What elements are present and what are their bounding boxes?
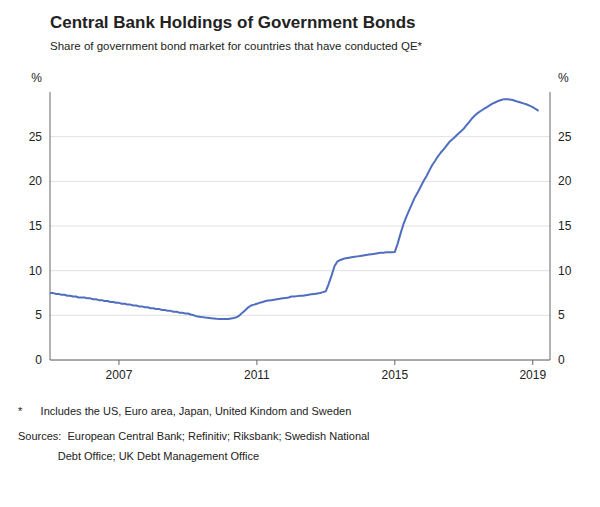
x-tick (532, 360, 533, 365)
footnote: Debt Office; UK Debt Management Office (18, 450, 259, 462)
grid-line (50, 226, 550, 227)
y-tick-label: 20 (29, 174, 43, 188)
y2-tick-label: 10 (558, 264, 572, 278)
grid-line (50, 181, 550, 182)
grid-line (50, 360, 550, 361)
subtitle: Share of government bond market for coun… (50, 40, 423, 52)
grid (50, 137, 550, 360)
x-tick (256, 360, 257, 365)
x-tick-label: 2015 (381, 368, 408, 382)
x-tick-label: 2019 (519, 368, 546, 382)
grid-line (50, 315, 550, 316)
y2-tick-label: 25 (558, 130, 572, 144)
x-tick-label: 2007 (106, 368, 133, 382)
data-group (50, 99, 539, 319)
y2-tick-label: 20 (558, 174, 572, 188)
y2-tick-label: 0 (558, 353, 565, 367)
y2-axis-label: % (558, 71, 569, 85)
data-line (50, 99, 539, 319)
y2-tick-label: 15 (558, 219, 572, 233)
x-tick-label: 2011 (244, 368, 270, 382)
x-tick (118, 360, 119, 365)
y-tick-label: 5 (35, 308, 42, 322)
footnote: Sources: European Central Bank; Refiniti… (18, 430, 370, 442)
grid-line (50, 270, 550, 271)
x-tick (394, 360, 395, 365)
grid-line (50, 136, 550, 137)
y-tick-label: 0 (35, 353, 42, 367)
chart-svg: Central Bank Holdings of Government Bond… (0, 0, 600, 507)
y-tick-label: 25 (29, 130, 43, 144)
y-tick-label: 10 (29, 264, 43, 278)
y-tick-label: 15 (29, 219, 43, 233)
title: Central Bank Holdings of Government Bond… (50, 13, 416, 32)
y-axis-label: % (31, 71, 42, 85)
y2-tick-label: 5 (558, 308, 565, 322)
x-axis-line (50, 360, 550, 361)
y2-axis-line (550, 92, 551, 360)
y-axis-line (50, 92, 51, 360)
chart-container: Central Bank Holdings of Government Bond… (0, 0, 600, 507)
footnote: * Includes the US, Euro area, Japan, Uni… (18, 405, 351, 417)
